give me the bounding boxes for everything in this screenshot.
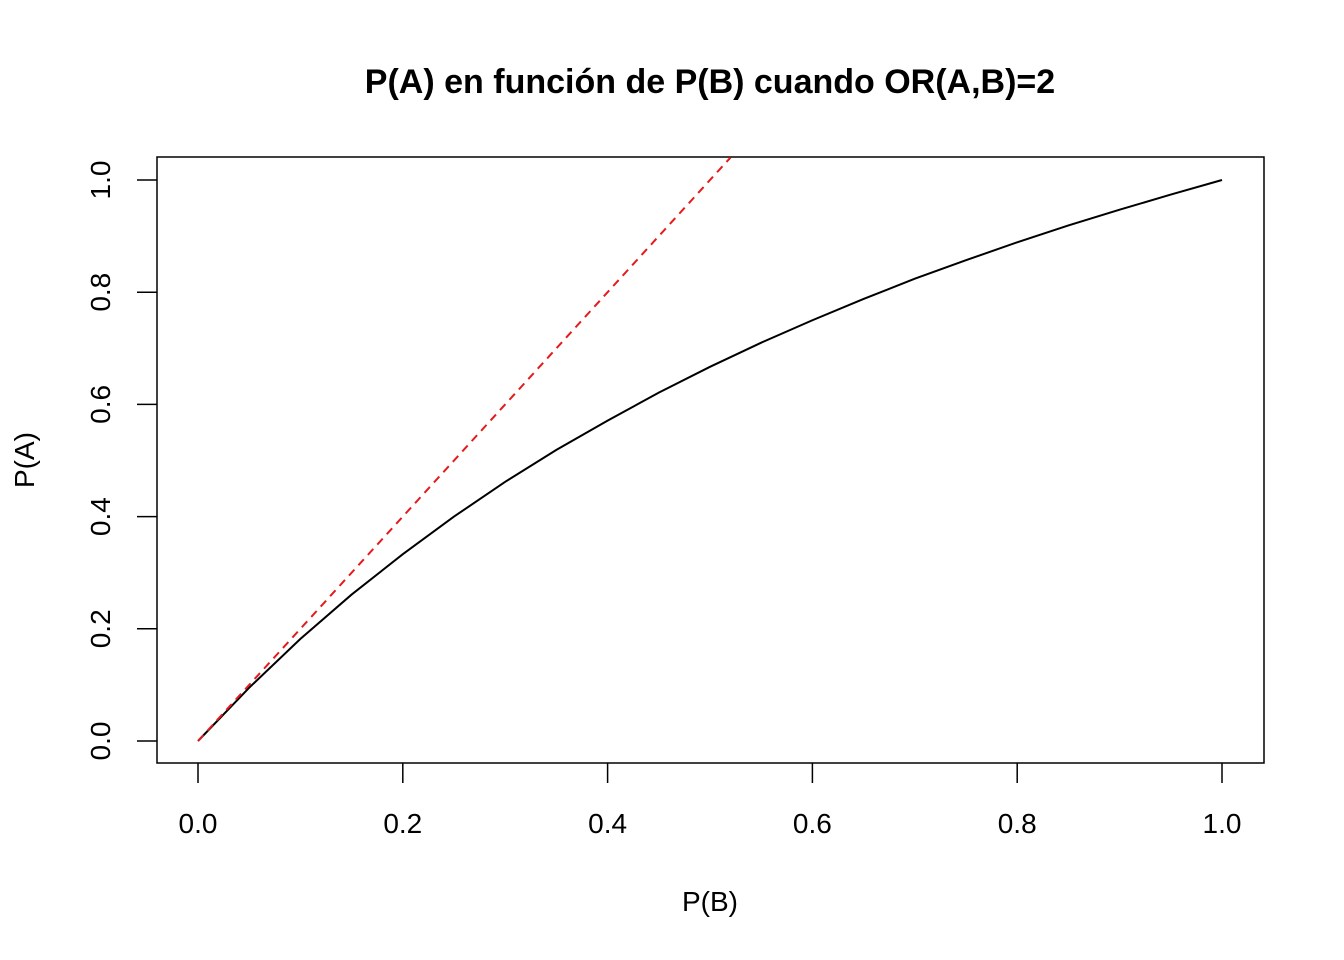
- y-tick-label: 0.8: [85, 273, 116, 312]
- y-tick-label: 1.0: [85, 161, 116, 200]
- series-line-solid: [197, 179, 1223, 742]
- x-tick-label: 0.6: [793, 808, 832, 839]
- x-tick-label: 0.8: [998, 808, 1037, 839]
- y-axis: 0.0 0.2 0.4 0.6 0.8 1.0: [85, 161, 157, 761]
- series-layer: [197, 157, 1223, 742]
- plot-frame: [156, 156, 1265, 764]
- y-tick-label: 0.0: [85, 722, 116, 761]
- x-axis-label: P(B): [682, 886, 738, 917]
- x-tick-label: 0.2: [383, 808, 422, 839]
- chart-title: P(A) en función de P(B) cuando OR(A,B)=2: [365, 63, 1055, 101]
- x-axis: 0.0 0.2 0.4 0.6 0.8 1.0: [179, 763, 1242, 839]
- series-line-dashed: [197, 157, 732, 742]
- y-tick-label: 0.2: [85, 609, 116, 648]
- y-axis-label: P(A): [9, 432, 40, 488]
- y-tick-label: 0.4: [85, 497, 116, 536]
- x-tick-label: 1.0: [1203, 808, 1242, 839]
- x-tick-label: 0.0: [179, 808, 218, 839]
- x-tick-label: 0.4: [588, 808, 627, 839]
- y-tick-label: 0.6: [85, 385, 116, 424]
